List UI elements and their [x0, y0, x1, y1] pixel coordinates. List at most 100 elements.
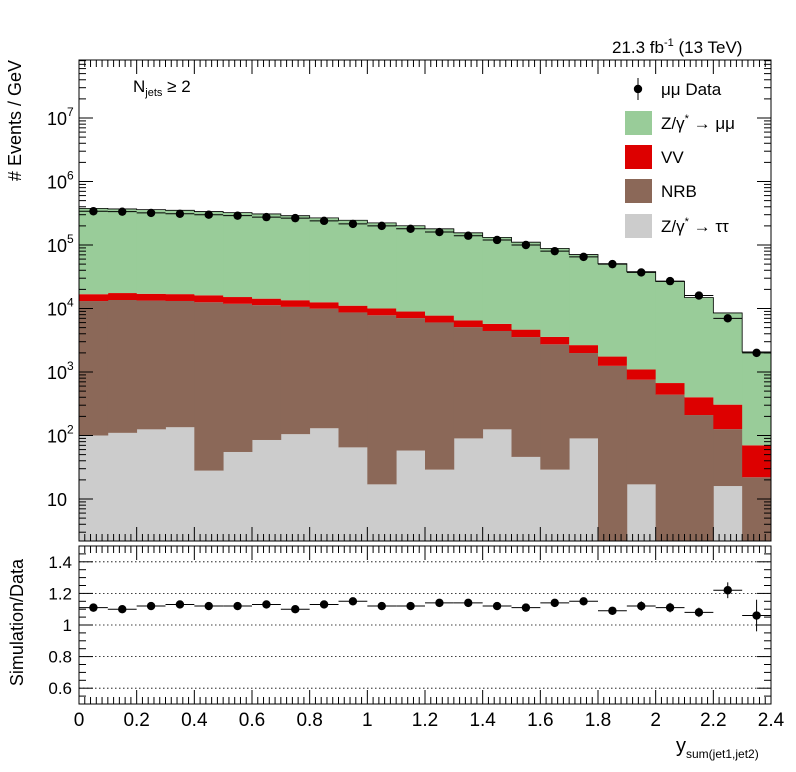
x-tick-label: 2.4 [758, 710, 785, 731]
stack-bin [107, 432, 138, 541]
stack-bin [396, 225, 426, 312]
data-point [175, 209, 185, 218]
stack-bin [626, 271, 657, 370]
stack-bin [107, 208, 138, 294]
legend-swatch [625, 179, 652, 203]
stack-bin [482, 237, 512, 324]
stack-bin [165, 427, 195, 541]
stack-bin [396, 311, 426, 319]
stack-bin [194, 211, 224, 296]
ratio-y-tick-label: 0.8 [48, 648, 72, 667]
stack-bin [280, 215, 311, 301]
stack-bin [309, 428, 339, 541]
y-tick-label: 106 [47, 169, 74, 193]
stack-bin [252, 305, 282, 440]
stack-bin [79, 301, 109, 436]
y-tick-label: 105 [47, 232, 74, 256]
stack-bin [569, 438, 599, 541]
ratio-point [637, 601, 646, 611]
stack-bin [626, 379, 657, 485]
stack-bin [540, 248, 570, 337]
stack-bin [280, 434, 311, 541]
data-point [492, 235, 502, 245]
ratio-point [665, 603, 675, 612]
stack-bin [598, 365, 628, 541]
legend-label: μμ Data [661, 80, 722, 99]
ratio-point [262, 600, 271, 609]
luminosity-label: 21.3 fb-1 (13 TeV) [612, 37, 742, 57]
data-point [464, 231, 473, 240]
stack-bin [453, 232, 484, 321]
stack-bin [194, 302, 224, 471]
stack-bin [396, 318, 426, 451]
stack-bin [569, 353, 599, 439]
stack-bin [655, 394, 685, 541]
ratio-ylabel: Simulation/Data [7, 558, 27, 686]
stack-bin [396, 450, 426, 541]
stack-bin [540, 336, 570, 345]
stack-bin [425, 322, 455, 470]
ratio-point [492, 601, 502, 611]
legend: μμ Data Z/γ* → μμ VV NRB Z/γ* → ττ [625, 78, 735, 238]
x-tick-label: 2.2 [700, 710, 726, 731]
stack-bin [223, 212, 253, 298]
stack-bin [107, 300, 138, 433]
x-tick-label: 2 [650, 710, 661, 731]
ratio-grid [79, 561, 771, 689]
stack-bin [338, 447, 368, 541]
stack-bin [482, 429, 512, 541]
stack-bin [684, 297, 714, 398]
stack-bin [569, 254, 599, 346]
y-tick-label: 102 [47, 423, 74, 447]
x-axis-title: ysum(jet1,jet2) [676, 735, 759, 761]
stack-bin [742, 351, 772, 446]
stack-bin [482, 330, 512, 430]
data-point [608, 259, 617, 269]
stack-bin [223, 303, 253, 452]
data-point [319, 216, 329, 226]
stack-bin [626, 484, 657, 541]
data-point [637, 268, 646, 277]
stack-bin [194, 295, 224, 303]
legend-label: Z/γ* → μμ [661, 113, 735, 133]
stack-bin [367, 484, 397, 541]
ratio-point [89, 603, 98, 612]
ratio-y-tick-label: 1 [63, 616, 72, 635]
stack-bin [136, 300, 166, 430]
ratio-point [233, 601, 242, 611]
x-tick-label: 0 [74, 710, 85, 731]
ratio-y-tick-label: 1.4 [48, 553, 72, 572]
x-tick-label: 0.2 [123, 710, 149, 731]
stack-bin [655, 383, 685, 395]
legend-swatch [625, 111, 652, 135]
data-point [233, 211, 242, 220]
data-point [665, 276, 675, 286]
data-point [723, 314, 732, 323]
stack-bin [252, 298, 282, 306]
ratio-point [291, 605, 300, 614]
legend-swatch [625, 145, 652, 169]
data-point [406, 224, 415, 233]
stack-bin [338, 220, 368, 306]
main-ylabel: # Events / GeV [5, 60, 25, 181]
ratio-point [118, 605, 127, 614]
stack-bin [338, 312, 368, 448]
stack-bin [453, 320, 484, 328]
stack-bin [598, 356, 628, 366]
ratio-point [694, 608, 704, 617]
stack-bin [223, 451, 253, 541]
ratio-point [348, 597, 358, 606]
stack-bin [136, 209, 166, 294]
stack-bin [713, 404, 743, 430]
main-stack [79, 207, 772, 541]
stack-bin [482, 323, 512, 331]
x-tick-label: 0.4 [181, 710, 208, 731]
ratio-y-tick-label: 1.2 [48, 584, 72, 603]
ratio-point [723, 586, 732, 595]
data-point [435, 227, 444, 237]
stack-bin [511, 242, 541, 330]
ratio-point [406, 601, 415, 611]
stack-bin [626, 369, 657, 380]
legend-label: NRB [661, 182, 697, 201]
